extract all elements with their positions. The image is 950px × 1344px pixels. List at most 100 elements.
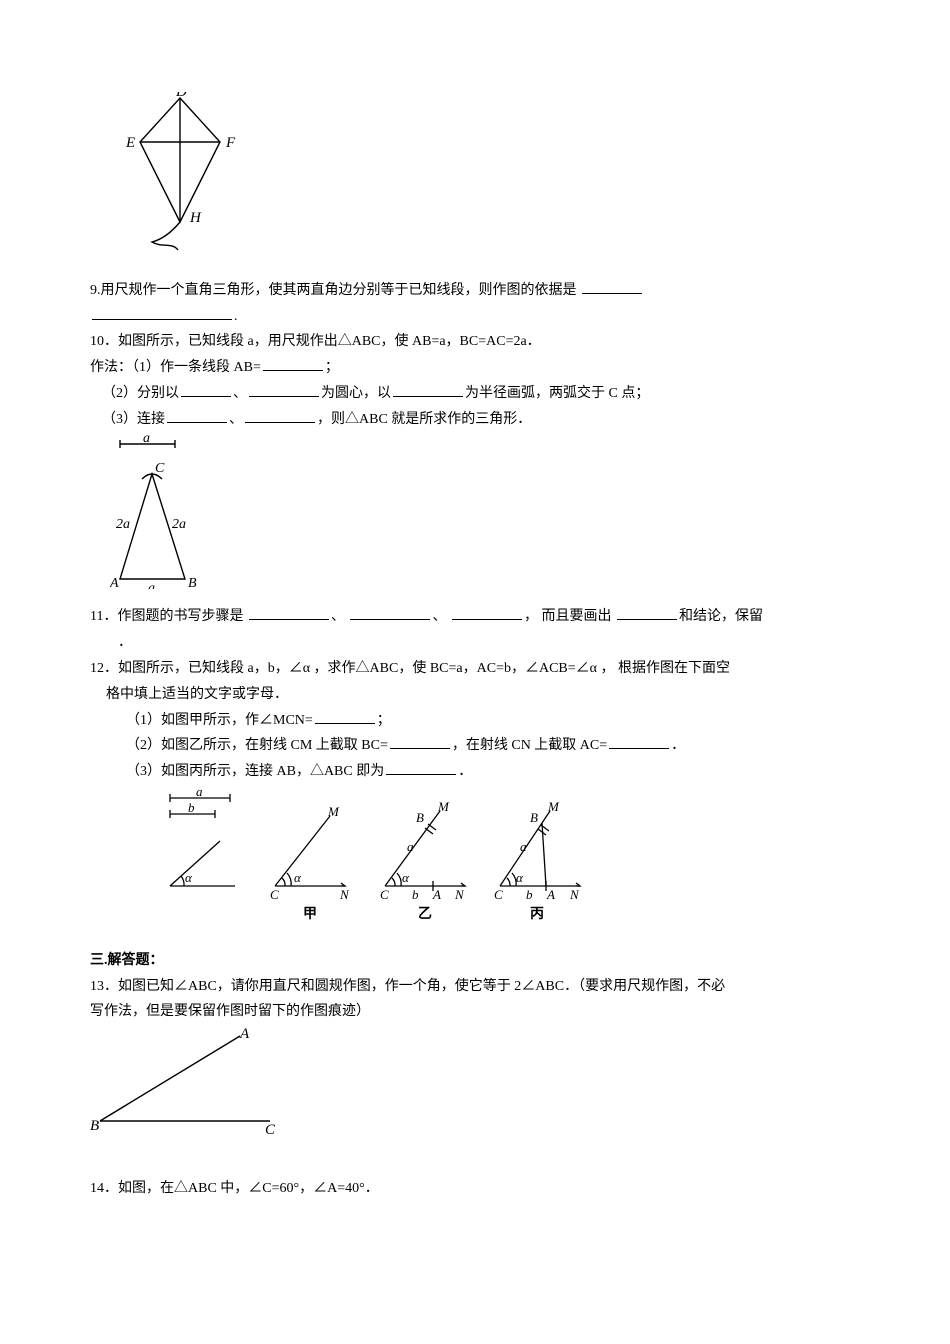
q12-fig-M1: M [327, 804, 340, 819]
q12-blank-mcn[interactable] [315, 709, 375, 724]
q10-line2: 作法：（1）作一条线段 AB= ； [90, 356, 860, 380]
kite-label-H: H [189, 210, 202, 226]
q9-blank1[interactable] [582, 279, 642, 294]
q12-fig-a: a [196, 786, 203, 799]
q13-fig-C: C [265, 1122, 276, 1136]
q12-fig-A2: A [432, 887, 441, 902]
kite-label-E: E [125, 135, 135, 151]
q12-fig-alpha4: α [516, 870, 524, 885]
q12-fig-N1: N [339, 887, 350, 902]
q12-fig-C2: C [380, 887, 389, 902]
q10-blank-conn1[interactable] [167, 408, 227, 423]
q10-blank-ab[interactable] [263, 356, 323, 371]
q12-fig-alpha3: α [402, 870, 410, 885]
q12-blank-bc[interactable] [390, 734, 450, 749]
q12-fig-M3: M [547, 799, 560, 814]
q12-fig-a2: a [407, 839, 414, 854]
q11-b: ， 而且要画出 [524, 609, 612, 624]
q12-cap3: 丙 [530, 906, 544, 922]
section-3-heading: 三.解答题： [90, 949, 860, 973]
figure-kite: D E F H [110, 92, 860, 271]
q13-fig-B: B [90, 1118, 99, 1134]
q10-l4a: （3）连接 [102, 412, 165, 427]
q10-l2b: ； [325, 360, 339, 375]
q11-line2: ． [90, 631, 860, 655]
q12-l1: 12．如图所示，已知线段 a，b，∠α ，求作△ABC，使 BC=a，AC=b，… [90, 661, 730, 676]
q10-l4c: ，则△ABC 就是所求作的三角形． [317, 412, 531, 427]
q9-blank2[interactable] [92, 305, 232, 320]
figure-q10: a C 2a 2a A B a [110, 434, 860, 598]
q10-l2a: 作法：（1）作一条线段 AB= [90, 360, 261, 375]
q12-fig-a3: a [520, 839, 527, 854]
q12-p2b: ，在射线 CN 上截取 AC= [452, 738, 607, 753]
q12-fig-b3: b [526, 887, 533, 902]
q12-fig-b: b [188, 800, 195, 815]
q12-p1b: ； [377, 713, 391, 728]
q12-p2a: （2）如图乙所示，在射线 CM 上截取 BC= [126, 738, 388, 753]
q10-line3: （2）分别以 、 为圆心，以 为半径画弧，两弧交于 C 点； [90, 382, 860, 406]
q12-fig-C3: C [494, 887, 503, 902]
q10-blank-conn2[interactable] [245, 408, 315, 423]
q9-text1: 9.用尺规作一个直角三角形，使其两直角边分别等于已知线段，则作图的依据是 [90, 283, 577, 298]
q11-blank4[interactable] [617, 605, 677, 620]
q12-blank-ac[interactable] [609, 734, 669, 749]
q14-line1: 14．如图，在△ABC 中，∠C=60°，∠A=40°． [90, 1177, 860, 1201]
q12-p1: （1）如图甲所示，作∠MCN= ； [90, 709, 860, 733]
q10-l3b: 、 [233, 386, 247, 401]
q12-fig-B3: B [530, 810, 538, 825]
q10-fig-C: C [155, 461, 165, 476]
q10-line1: 10．如图所示，已知线段 a，用尺规作出△ABC，使 AB=a，BC=AC=2a… [90, 330, 860, 354]
q12-fig-C1: C [270, 887, 279, 902]
q10-fig-2a-r: 2a [172, 517, 186, 532]
q10-fig-2a-l: 2a [116, 517, 130, 532]
kite-label-D: D [175, 92, 187, 100]
q12-p2c: ． [671, 738, 685, 753]
q12-fig-b2: b [412, 887, 419, 902]
q12-p3: （3）如图丙所示，连接 AB，△ABC 即为 ． [90, 760, 860, 784]
q12-line1: 12．如图所示，已知线段 a，b，∠α ，求作△ABC，使 BC=a，AC=b，… [90, 657, 860, 681]
q11-line: 11．作图题的书写步骤是 、 、 ， 而且要画出 和结论，保留 [90, 605, 860, 629]
q11-d: ． [118, 635, 132, 650]
q12-cap2: 乙 [418, 906, 432, 922]
q12-p3a: （3）如图丙所示，连接 AB，△ABC 即为 [126, 764, 384, 779]
q10-fig-B: B [188, 576, 197, 589]
q12-fig-N3: N [569, 887, 580, 902]
q12-fig-N2: N [454, 887, 465, 902]
q9-line1: 9.用尺规作一个直角三角形，使其两直角边分别等于已知线段，则作图的依据是 [90, 279, 860, 303]
q9-line2: . [90, 305, 860, 329]
q12-fig-B2: B [416, 810, 424, 825]
q12-fig-A3: A [546, 887, 555, 902]
q12-p1a: （1）如图甲所示，作∠MCN= [126, 713, 313, 728]
q13-line2: 写作法，但是要保留作图时留下的作图痕迹） [90, 1000, 860, 1024]
q11-blank2[interactable] [350, 605, 430, 620]
q10-fig-a-bottom: a [148, 581, 155, 589]
q10-blank-c2[interactable] [249, 382, 319, 397]
q10-blank-r[interactable] [393, 382, 463, 397]
q10-fig-A: A [110, 576, 119, 589]
q12-fig-alpha1: α [185, 870, 193, 885]
q12-cap1: 甲 [303, 906, 317, 922]
q12-blank-res[interactable] [386, 760, 456, 775]
q10-blank-c1[interactable] [181, 382, 231, 397]
q11-sep1: 、 [331, 609, 345, 624]
q10-l3d: 为半径画弧，两弧交于 C 点； [465, 386, 649, 401]
kite-label-F: F [225, 135, 236, 151]
q12-fig-M2: M [437, 799, 450, 814]
q12-p2: （2）如图乙所示，在射线 CM 上截取 BC= ，在射线 CN 上截取 AC= ． [90, 734, 860, 758]
figure-q12: a b α M α C N B M a α C b A N B M a α C … [160, 786, 860, 935]
q9-period: . [234, 309, 238, 324]
q11-blank3[interactable] [452, 605, 522, 620]
figure-q13: A B C [90, 1026, 860, 1145]
q11-c: 和结论，保留 [679, 609, 763, 624]
q10-fig-a: a [143, 434, 150, 446]
q12-p3b: ． [458, 764, 472, 779]
q11-blank1[interactable] [249, 605, 329, 620]
q10-l3c: 为圆心，以 [321, 386, 391, 401]
q10-line4: （3）连接 、 ，则△ABC 就是所求作的三角形． [90, 408, 860, 432]
q11-a: 11．作图题的书写步骤是 [90, 609, 243, 624]
q12-fig-alpha2: α [294, 870, 302, 885]
q10-l3a: （2）分别以 [102, 386, 179, 401]
q13-line1: 13．如图已知∠ABC，请你用直尺和圆规作图，作一个角，使它等于 2∠ABC．（… [90, 975, 860, 999]
q11-sep2: 、 [432, 609, 446, 624]
q10-l4b: 、 [229, 412, 243, 427]
